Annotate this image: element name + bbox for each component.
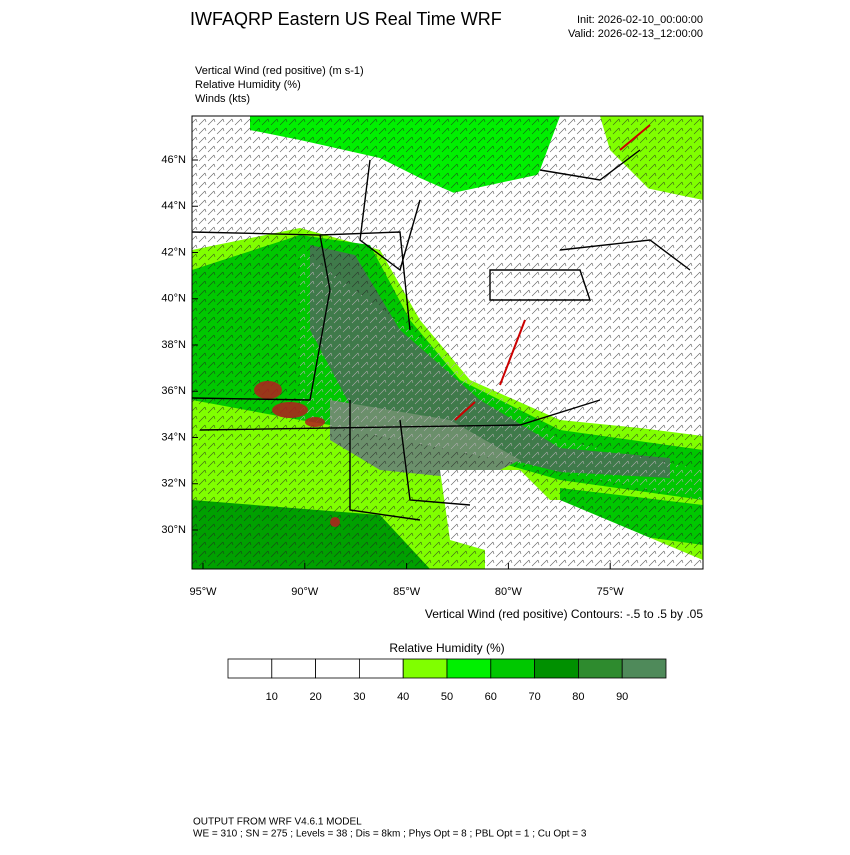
colorbar-tick-label: 60 (485, 691, 497, 703)
colorbar-box (271, 658, 316, 679)
colorbar-tick-label: 40 (397, 691, 409, 703)
lat-label: 38°N (161, 339, 186, 351)
lat-label: 36°N (161, 385, 186, 397)
map (192, 116, 703, 569)
footer-line: OUTPUT FROM WRF V4.6.1 MODEL (193, 817, 362, 828)
footer-line: WE = 310 ; SN = 275 ; Levels = 38 ; Dis … (193, 829, 587, 840)
lon-label: 95°W (189, 586, 217, 598)
colorbar-title: Relative Humidity (%) (389, 641, 504, 655)
colorbar-tick-label: 80 (572, 691, 584, 703)
colorbar-box (402, 658, 448, 679)
field-label: Vertical Wind (red positive) (m s-1) (195, 65, 364, 77)
colorbar-tick-label: 90 (616, 691, 628, 703)
map-frame (191, 115, 704, 570)
lon-label: 90°W (291, 586, 319, 598)
lat-label: 44°N (161, 200, 186, 212)
colorbar-box (227, 658, 273, 679)
lat-label: 42°N (161, 246, 186, 258)
lon-label: 80°W (495, 586, 523, 598)
title: IWFAQRP Eastern US Real Time WRF (190, 9, 502, 29)
colorbar-box (358, 658, 404, 679)
lat-label: 30°N (161, 524, 186, 536)
colorbar-box (490, 658, 535, 679)
colorbar-box (621, 658, 667, 679)
lat-label: 46°N (161, 154, 186, 166)
colorbar-tick-label: 30 (353, 691, 365, 703)
field-label: Relative Humidity (%) (195, 79, 301, 91)
colorbar-tick-label: 70 (528, 691, 540, 703)
init-time: Init: 2026-02-10_00:00:00 (577, 14, 703, 26)
lat-label: 40°N (161, 293, 186, 305)
colorbar-box (578, 658, 623, 679)
valid-time: Valid: 2026-02-13_12:00:00 (568, 28, 703, 40)
lat-label: 34°N (161, 431, 186, 443)
contour-note: Vertical Wind (red positive) Contours: -… (425, 607, 703, 621)
colorbar-box (534, 658, 579, 679)
colorbar-tick-label: 10 (266, 691, 278, 703)
colorbar-tick-label: 50 (441, 691, 453, 703)
lon-label: 85°W (393, 586, 421, 598)
colorbar-box (315, 658, 360, 679)
colorbar-box (446, 658, 492, 679)
colorbar-tick-label: 20 (309, 691, 321, 703)
lat-label: 32°N (161, 478, 186, 490)
field-label: Winds (kts) (195, 93, 250, 105)
lon-label: 75°W (597, 586, 625, 598)
